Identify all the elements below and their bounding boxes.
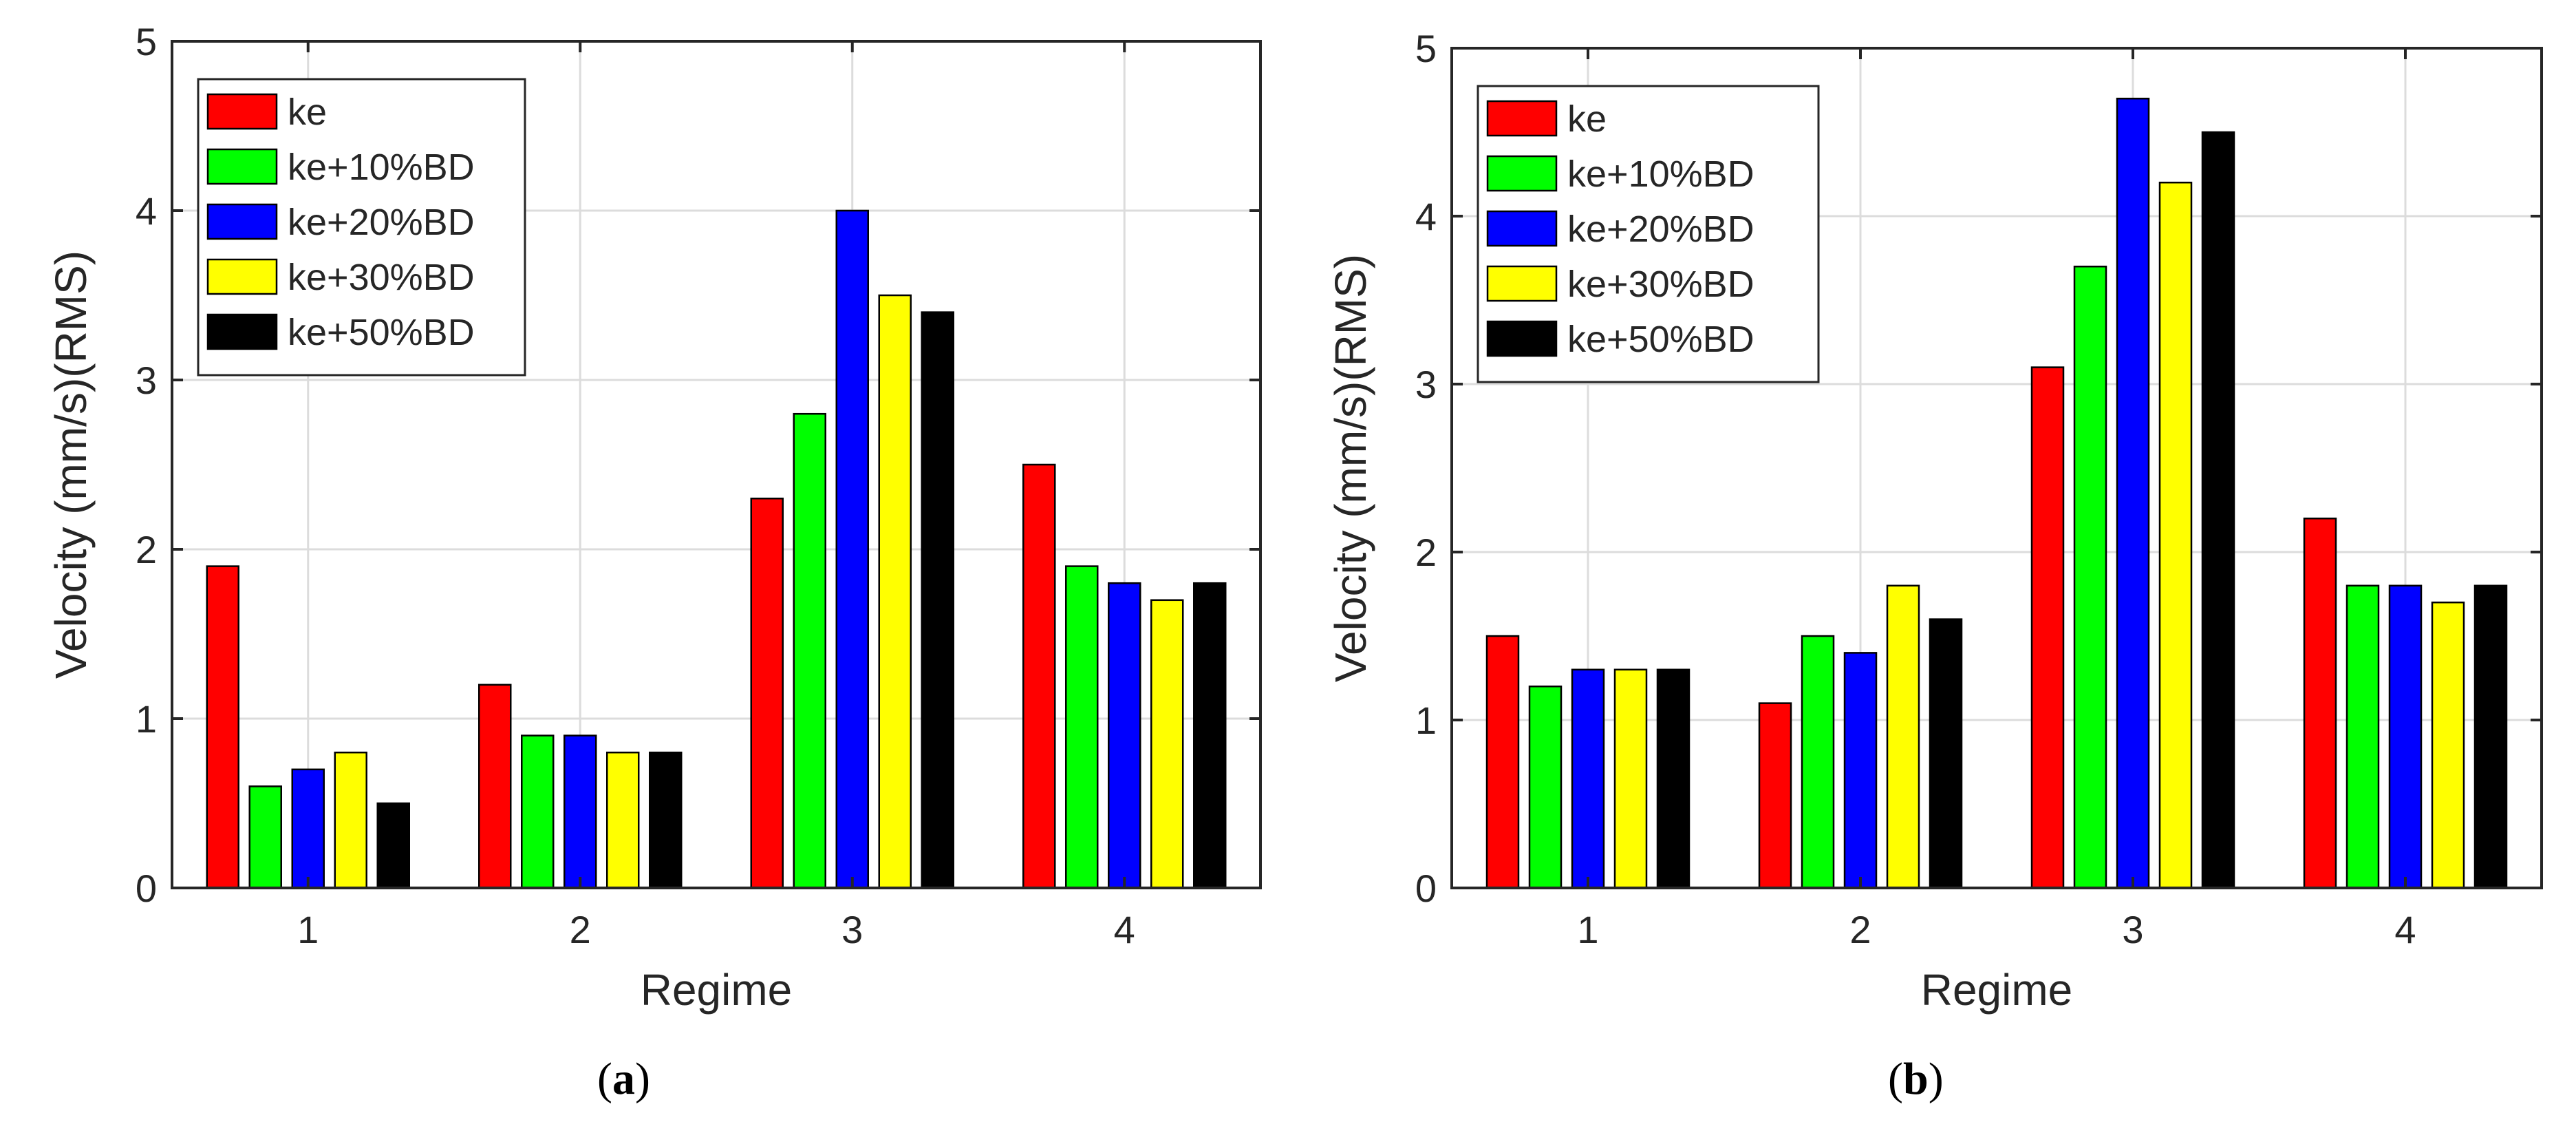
y-tick-label: 2 xyxy=(136,528,157,571)
y-tick-label: 1 xyxy=(1415,699,1437,742)
bar-ke-20-bd-regime-4 xyxy=(1108,582,1141,889)
bar-ke-50-bd-regime-4 xyxy=(1193,582,1227,889)
x-axis-label: Regime xyxy=(641,965,793,1015)
bar-ke-regime-4 xyxy=(1022,463,1056,889)
bar-ke-regime-4 xyxy=(2303,517,2337,889)
bar-ke-20-bd-regime-3 xyxy=(2116,97,2150,889)
y-tick-label: 3 xyxy=(136,359,157,402)
bar-ke-10-bd-regime-1 xyxy=(1528,685,1563,889)
bar-ke-20-bd-regime-2 xyxy=(1843,652,1878,889)
bar-ke-50-bd-regime-1 xyxy=(376,802,410,889)
bar-ke-10-bd-regime-1 xyxy=(248,785,282,889)
axes-frame xyxy=(1450,47,2543,889)
legend-swatch xyxy=(206,148,278,185)
bar-ke-50-bd-regime-2 xyxy=(1929,618,1963,889)
panel-label-b: (b) xyxy=(1888,1054,1944,1104)
bar-ke-50-bd-regime-4 xyxy=(2473,584,2508,889)
bar-ke-30-bd-regime-4 xyxy=(1150,599,1184,889)
bar-ke-regime-3 xyxy=(2030,366,2065,889)
legend-swatch xyxy=(206,203,278,240)
legend-label: ke+20%BD xyxy=(288,202,475,243)
x-tick-label: 2 xyxy=(1849,908,1871,951)
bar-ke-30-bd-regime-2 xyxy=(606,751,640,889)
x-tick-label: 1 xyxy=(297,908,319,951)
legend-swatch xyxy=(1486,210,1558,247)
bar-ke-30-bd-regime-1 xyxy=(1613,668,1648,889)
bar-ke-regime-1 xyxy=(206,565,239,889)
x-tick-label: 1 xyxy=(1577,908,1598,951)
y-tick-label: 3 xyxy=(1415,363,1437,406)
legend-label: ke+30%BD xyxy=(1567,264,1754,305)
legend-swatch xyxy=(206,313,278,350)
bar-ke-20-bd-regime-4 xyxy=(2388,584,2423,889)
x-tick-label: 2 xyxy=(570,908,591,951)
bar-ke-30-bd-regime-1 xyxy=(334,751,367,889)
legend-label: ke+10%BD xyxy=(1567,153,1754,195)
bar-ke-10-bd-regime-2 xyxy=(1801,635,1835,889)
legend-label: ke xyxy=(1567,98,1607,140)
legend-label: ke+50%BD xyxy=(288,312,475,353)
x-tick-label: 3 xyxy=(841,908,863,951)
legend-swatch xyxy=(1486,155,1558,192)
legend-swatch xyxy=(1486,265,1558,302)
bar-ke-50-bd-regime-3 xyxy=(921,311,954,889)
bar-ke-10-bd-regime-3 xyxy=(2073,265,2107,889)
legend-label: ke+10%BD xyxy=(288,147,475,188)
x-tick-label: 3 xyxy=(2122,908,2143,951)
bar-ke-30-bd-regime-4 xyxy=(2431,601,2465,889)
legend-swatch xyxy=(1486,320,1558,357)
bar-ke-20-bd-regime-2 xyxy=(564,734,597,889)
x-axis-label: Regime xyxy=(1921,965,2073,1015)
y-axis-label: Velocity (mm/s)(RMS) xyxy=(46,251,96,679)
bar-ke-10-bd-regime-3 xyxy=(793,412,826,889)
y-tick-label: 0 xyxy=(1415,867,1437,910)
bar-ke-regime-1 xyxy=(1485,635,1520,889)
bar-ke-50-bd-regime-3 xyxy=(2201,131,2235,889)
legend-label: ke+50%BD xyxy=(1567,319,1754,360)
legend: ke ke+10%BD ke+20%BD ke+30%BD ke+50%BD xyxy=(1477,85,1820,383)
bar-ke-20-bd-regime-1 xyxy=(1571,668,1605,889)
bar-ke-30-bd-regime-3 xyxy=(878,294,912,889)
y-tick-label: 1 xyxy=(136,697,157,741)
bar-ke-10-bd-regime-4 xyxy=(1065,565,1099,889)
bar-ke-50-bd-regime-2 xyxy=(649,751,683,889)
y-tick-label: 5 xyxy=(1415,27,1437,70)
y-tick-label: 2 xyxy=(1415,531,1437,574)
bar-ke-regime-3 xyxy=(750,497,784,889)
legend-swatch xyxy=(1486,100,1558,137)
y-tick-label: 0 xyxy=(136,867,157,910)
bar-ke-10-bd-regime-2 xyxy=(521,734,555,889)
bar-ke-regime-2 xyxy=(478,684,512,889)
bar-ke-50-bd-regime-1 xyxy=(1656,668,1690,889)
x-tick-label: 4 xyxy=(2394,908,2416,951)
legend-label: ke xyxy=(288,92,327,133)
axes-frame xyxy=(171,40,1262,889)
y-axis-label: Velocity (mm/s)(RMS) xyxy=(1326,254,1375,682)
legend: ke ke+10%BD ke+20%BD ke+30%BD ke+50%BD xyxy=(197,78,526,377)
legend-label: ke+30%BD xyxy=(288,257,475,298)
legend-label: ke+20%BD xyxy=(1567,209,1754,250)
bar-ke-10-bd-regime-4 xyxy=(2346,584,2380,889)
legend-swatch xyxy=(206,258,278,295)
x-tick-label: 4 xyxy=(1114,908,1135,951)
y-tick-label: 5 xyxy=(136,20,157,63)
bar-ke-30-bd-regime-2 xyxy=(1886,584,1920,889)
panel-label-a: (a) xyxy=(597,1054,650,1104)
bar-ke-20-bd-regime-1 xyxy=(291,768,325,889)
y-tick-label: 4 xyxy=(1415,195,1437,238)
bar-ke-20-bd-regime-3 xyxy=(835,209,869,889)
bar-ke-30-bd-regime-3 xyxy=(2158,181,2193,889)
y-tick-label: 4 xyxy=(136,189,157,233)
legend-swatch xyxy=(206,93,278,130)
bar-ke-regime-2 xyxy=(1758,702,1792,889)
